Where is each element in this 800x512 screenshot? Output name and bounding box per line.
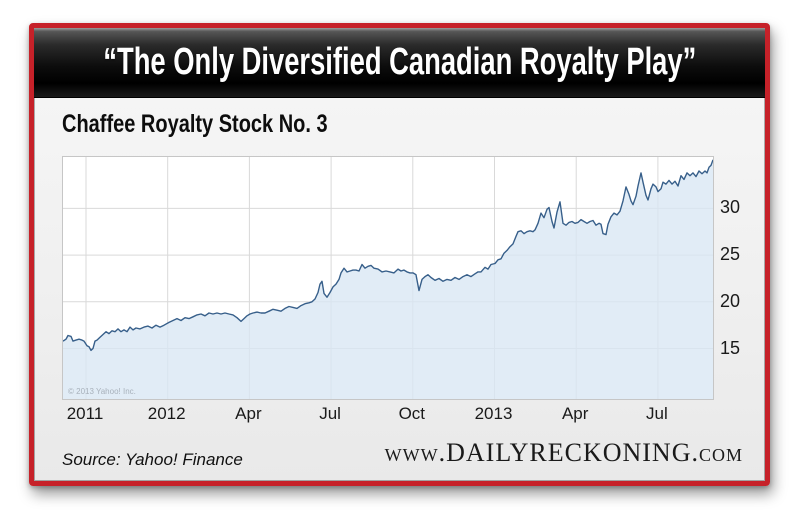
x-tick-label: 2013 xyxy=(474,404,513,423)
area-fill xyxy=(63,159,713,399)
x-tick-label: Jul xyxy=(646,404,668,423)
y-tick-label: 20 xyxy=(720,290,741,311)
source-credit: Source: Yahoo! Finance xyxy=(62,450,243,469)
y-tick-label: 30 xyxy=(720,197,741,218)
price-chart-plot: © 2013 Yahoo! Inc. xyxy=(62,156,714,400)
promo-frame: “The Only Diversified Canadian Royalty P… xyxy=(29,23,770,486)
yahoo-watermark: © 2013 Yahoo! Inc. xyxy=(68,387,136,396)
website-url: www.DAILYRECKONING.com xyxy=(384,438,743,467)
x-tick-label: 2012 xyxy=(147,404,186,423)
banner: “The Only Diversified Canadian Royalty P… xyxy=(34,28,765,98)
y-tick-label: 15 xyxy=(720,337,741,358)
chart-title: Chaffee Royalty Stock No. 3 xyxy=(62,110,328,138)
content-area: Chaffee Royalty Stock No. 3 © 2013 Yahoo… xyxy=(34,98,765,481)
x-tick-label: Apr xyxy=(561,404,589,423)
price-line xyxy=(63,159,713,352)
x-tick-label: 2011 xyxy=(66,404,104,423)
x-tick-label: Oct xyxy=(398,404,426,423)
y-tick-label: 25 xyxy=(720,244,741,265)
banner-quote: “The Only Diversified Canadian Royalty P… xyxy=(103,41,696,83)
x-tick-label: Jul xyxy=(319,404,341,423)
price-area-chart xyxy=(63,157,713,399)
x-tick-label: Apr xyxy=(235,404,262,423)
